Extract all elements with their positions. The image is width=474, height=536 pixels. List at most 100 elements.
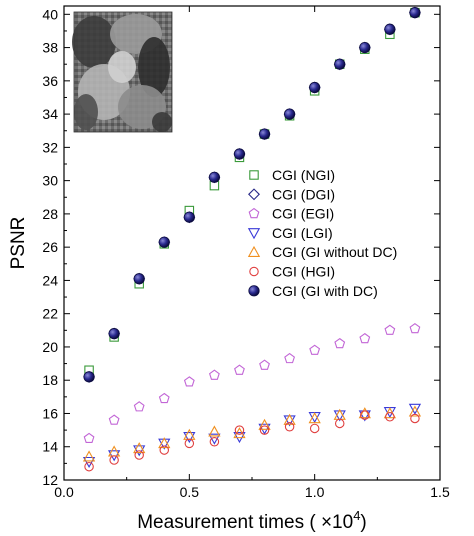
data-point [208,369,220,380]
legend-marker [248,207,260,219]
data-point [384,23,396,35]
legend-label: CGI (GI without DC) [272,244,397,260]
y-tick-label: 32 [42,139,58,155]
y-axis-title: PSNR [8,217,29,270]
data-point [408,403,422,415]
data-marks [82,6,422,472]
series-3 [83,322,421,444]
data-point [133,401,145,412]
legend-marker [247,228,261,240]
data-point [183,211,195,223]
data-point [309,423,320,434]
data-point [208,171,220,183]
x-axis-title-exponent: 4 [353,508,360,523]
data-point [284,422,295,432]
data-point [133,445,146,457]
legend: CGI (NGI) CGI (DGI) CGI (EGI) CGI (LGI) CGI … [247,167,397,299]
data-point [258,128,271,140]
x-axis-title-suffix: ) [360,512,366,533]
legend-marker [248,188,260,201]
data-point [409,322,421,334]
data-point [209,436,220,447]
y-tick-label: 18 [42,372,58,388]
data-point [358,407,371,419]
y-tick-label: 26 [42,239,58,255]
data-point [359,332,371,344]
inset-shape [108,51,136,83]
y-tick-label: 24 [42,272,58,288]
data-point [308,412,321,424]
y-tick-label: 16 [42,405,58,421]
data-point [133,442,146,454]
data-point [159,445,170,455]
x-axis-title-main: Measurement times ( ×10 [137,512,353,533]
x-tick-label: 1.0 [305,484,325,500]
data-point [158,437,171,449]
inset-image [72,11,173,133]
legend-marker [247,245,261,257]
x-tick-label: 1.5 [430,484,450,500]
data-point [208,433,221,445]
data-point [133,273,145,285]
data-point [83,432,95,444]
y-tick-label: 14 [42,439,58,455]
x-tick-label: 0.0 [54,484,74,500]
data-point [408,405,422,417]
y-tick-label: 30 [42,173,58,189]
y-tick-label: 36 [42,73,58,89]
data-point [234,364,245,375]
y-tick-label: 38 [42,40,58,56]
data-point [83,371,95,383]
y-tick-label: 20 [42,339,58,355]
legend-marker [249,266,259,277]
data-point [184,438,195,449]
y-tick-label: 28 [42,206,58,222]
inset-border [73,11,173,133]
legend-label: CGI (NGI) [272,167,335,183]
x-axis-title: Measurement times ( ×104) [137,508,367,533]
data-point [108,328,120,340]
data-point [183,432,196,444]
data-point [82,456,96,469]
data-point [84,461,94,472]
legend-label: CGI (HGI) [272,264,335,280]
data-point [283,413,296,425]
data-point [234,425,245,435]
series-7 [83,7,421,383]
data-point [384,324,396,335]
data-point [334,58,346,70]
series-6 [84,410,420,472]
inset-shape [74,94,98,130]
y-tick-label: 12 [42,472,58,488]
data-point [284,352,296,364]
data-point [109,455,119,465]
y-tick-label: 22 [42,306,58,322]
data-point [233,427,246,439]
y-tick-label: 40 [42,6,58,22]
legend-label: CGI (LGI) [272,225,333,241]
data-point [82,450,96,462]
data-point [359,41,371,54]
data-point [385,412,395,422]
y-tick-label: 34 [42,106,58,122]
legend-label: CGI (GI with DC) [272,283,378,299]
x-tick-label: 0.5 [180,484,200,500]
legend-label: CGI (EGI) [272,206,334,222]
data-point [158,392,170,404]
data-point [183,376,195,387]
series-4 [82,403,422,469]
data-point [334,337,346,349]
data-point [208,425,221,437]
data-point [258,418,271,430]
data-point [309,81,321,94]
inset-shape [152,112,172,132]
legend-label: CGI (DGI) [272,186,335,202]
data-point [409,7,421,19]
data-point [360,410,370,420]
inset-shape [138,37,170,97]
data-point [233,148,246,160]
data-point [259,359,270,370]
data-point [259,425,270,435]
data-point [134,450,144,460]
data-point [158,236,170,248]
